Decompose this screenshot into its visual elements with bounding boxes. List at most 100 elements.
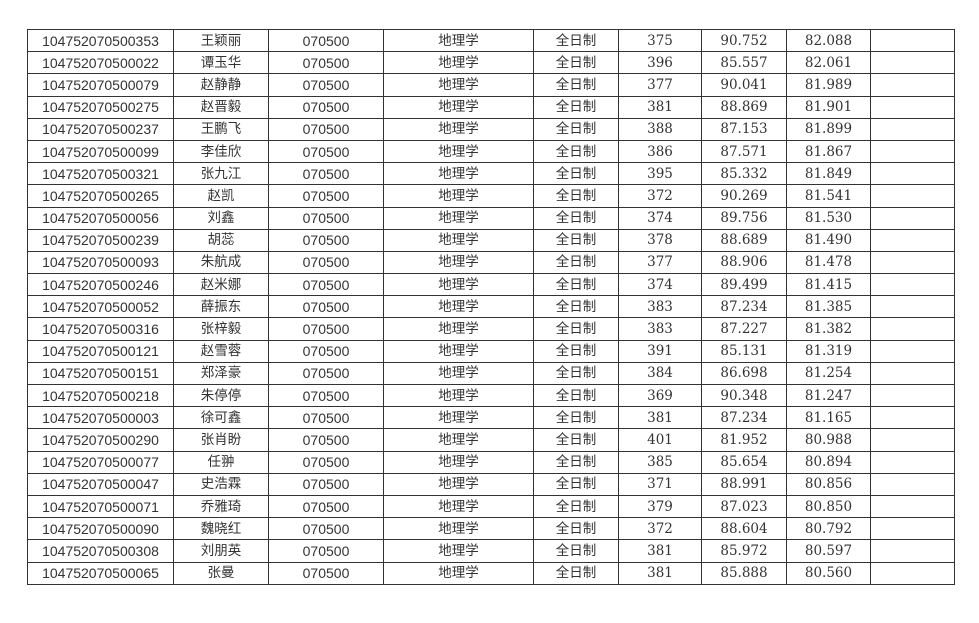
cell-remarks [870,273,955,297]
cell-major-name: 地理学 [383,117,534,141]
table-row: 104752070500218 朱停停 070500 地理学 全日制 369 90.348 8… [27,383,955,408]
cell-study-mode: 全日制 [533,517,619,541]
cell-remarks [870,450,955,474]
cell-major-code: 070500 [268,117,384,141]
cell-total-score: 80.560 [786,561,871,585]
cell-remarks [870,206,955,230]
cell-remarks [870,95,955,119]
cell-candidate-id: 104752070500316 [27,317,174,341]
cell-study-mode: 全日制 [533,428,619,452]
cell-major-name: 地理学 [383,517,534,541]
table-row: 104752070500065 张曼 070500 地理学 全日制 381 85.888 80… [27,561,955,585]
cell-study-mode: 全日制 [533,273,619,297]
cell-major-code: 070500 [268,361,384,386]
cell-retest-score: 87.227 [701,317,787,341]
cell-remarks [870,28,955,53]
cell-study-mode: 全日制 [533,539,619,563]
cell-major-name: 地理学 [383,73,534,97]
cell-study-mode: 全日制 [533,383,619,408]
cell-exam-score: 374 [618,273,702,297]
cell-remarks [870,139,955,164]
cell-study-mode: 全日制 [533,361,619,386]
cell-retest-score: 90.752 [701,28,787,53]
cell-remarks [870,383,955,408]
cell-total-score: 80.850 [786,494,871,519]
cell-exam-score: 386 [618,139,702,164]
cell-major-name: 地理学 [383,539,534,563]
cell-name: 胡蕊 [173,228,269,252]
cell-study-mode: 全日制 [533,317,619,341]
cell-retest-score: 90.348 [701,383,787,408]
cell-name: 赵静静 [173,73,269,97]
cell-exam-score: 391 [618,339,702,363]
cell-remarks [870,494,955,519]
cell-exam-score: 401 [618,428,702,452]
cell-study-mode: 全日制 [533,295,619,319]
cell-name: 谭玉华 [173,51,269,75]
cell-major-code: 070500 [268,162,384,186]
cell-remarks [870,228,955,252]
table-row: 104752070500077 任翀 070500 地理学 全日制 385 85.654 80… [27,450,955,474]
cell-retest-score: 85.332 [701,162,787,186]
cell-exam-score: 371 [618,472,702,496]
cell-candidate-id: 104752070500321 [27,162,174,186]
cell-remarks [870,117,955,141]
cell-total-score: 82.061 [786,51,871,75]
table-row: 104752070500246 赵米娜 070500 地理学 全日制 374 89.499 8… [27,273,955,297]
cell-candidate-id: 104752070500071 [27,494,174,519]
cell-major-code: 070500 [268,51,384,75]
cell-retest-score: 88.689 [701,228,787,252]
cell-study-mode: 全日制 [533,162,619,186]
cell-name: 张九江 [173,162,269,186]
cell-major-name: 地理学 [383,494,534,519]
cell-study-mode: 全日制 [533,51,619,75]
cell-study-mode: 全日制 [533,561,619,585]
table-row: 104752070500056 刘鑫 070500 地理学 全日制 374 89.756 81… [27,206,955,230]
cell-major-name: 地理学 [383,428,534,452]
cell-retest-score: 89.756 [701,206,787,230]
cell-major-code: 070500 [268,472,384,496]
cell-study-mode: 全日制 [533,139,619,164]
table-row: 104752070500022 谭玉华 070500 地理学 全日制 396 85.557 8… [27,51,955,75]
cell-major-code: 070500 [268,295,384,319]
cell-retest-score: 87.571 [701,139,787,164]
cell-study-mode: 全日制 [533,117,619,141]
table-row: 104752070500151 郑泽豪 070500 地理学 全日制 384 86.698 8… [27,361,955,386]
cell-retest-score: 85.131 [701,339,787,363]
cell-exam-score: 379 [618,494,702,519]
cell-candidate-id: 104752070500056 [27,206,174,230]
cell-total-score: 81.319 [786,339,871,363]
table-row: 104752070500353 王颖丽 070500 地理学 全日制 375 90.752 8… [27,28,955,53]
cell-candidate-id: 104752070500047 [27,472,174,496]
table-row: 104752070500265 赵凯 070500 地理学 全日制 372 90.269 81… [27,184,955,208]
cell-name: 朱停停 [173,383,269,408]
cell-major-code: 070500 [268,184,384,208]
cell-remarks [870,361,955,386]
cell-candidate-id: 104752070500093 [27,250,174,275]
cell-major-code: 070500 [268,428,384,452]
cell-remarks [870,428,955,452]
cell-total-score: 81.530 [786,206,871,230]
cell-name: 赵米娜 [173,273,269,297]
admission-score-table: 104752070500353 王颖丽 070500 地理学 全日制 375 90.752 8… [27,28,955,585]
cell-retest-score: 81.952 [701,428,787,452]
cell-major-code: 070500 [268,28,384,53]
table-row: 104752070500121 赵雪蓉 070500 地理学 全日制 391 85.131 8… [27,339,955,363]
table-row: 104752070500321 张九江 070500 地理学 全日制 395 85.332 8… [27,162,955,186]
cell-major-name: 地理学 [383,51,534,75]
cell-retest-score: 87.234 [701,295,787,319]
cell-candidate-id: 104752070500065 [27,561,174,585]
cell-exam-score: 396 [618,51,702,75]
table-row: 104752070500093 朱航成 070500 地理学 全日制 377 88.906 8… [27,250,955,275]
cell-study-mode: 全日制 [533,494,619,519]
cell-major-code: 070500 [268,73,384,97]
cell-remarks [870,517,955,541]
table-row: 104752070500308 刘朋英 070500 地理学 全日制 381 85.972 8… [27,539,955,563]
cell-major-name: 地理学 [383,383,534,408]
cell-major-name: 地理学 [383,206,534,230]
cell-total-score: 80.988 [786,428,871,452]
cell-major-code: 070500 [268,383,384,408]
cell-name: 徐可鑫 [173,406,269,430]
cell-retest-score: 85.972 [701,539,787,563]
cell-major-name: 地理学 [383,273,534,297]
